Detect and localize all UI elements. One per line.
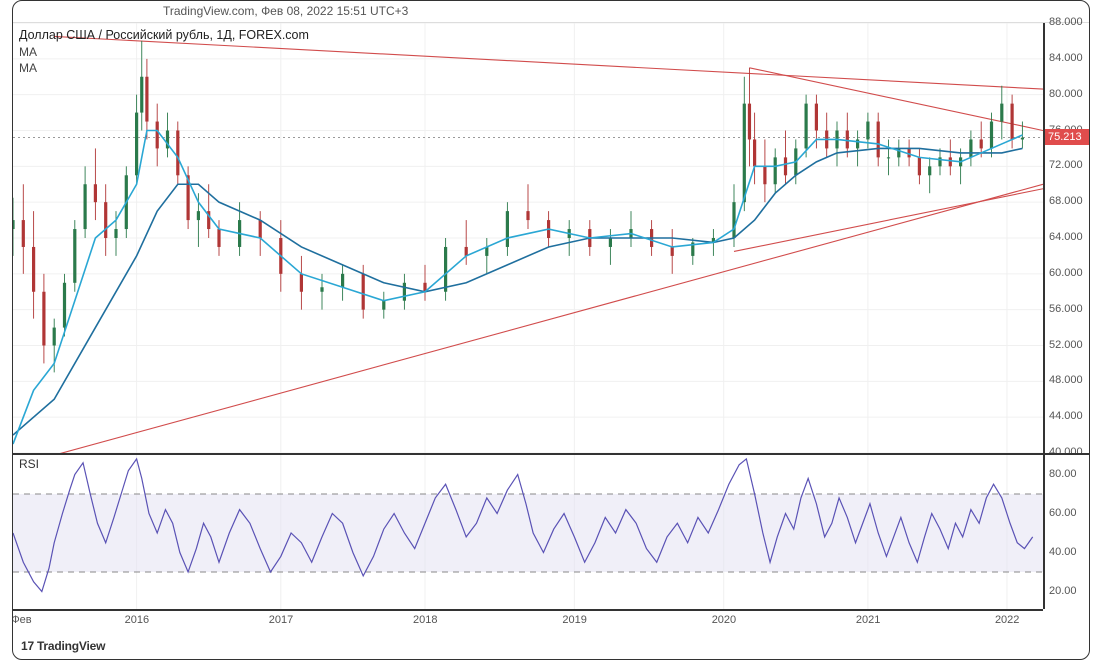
tradingview-logo[interactable]: 17TradingView <box>21 639 105 653</box>
tradingview-text: TradingView <box>37 639 105 653</box>
ma1-label: MA <box>19 44 309 60</box>
rsi-ytick: 20.00 <box>1049 585 1077 597</box>
price-ytick: 80.000 <box>1049 88 1083 100</box>
price-ytick: 48.000 <box>1049 374 1083 386</box>
price-ytick: 56.000 <box>1049 303 1083 315</box>
current-price-tag: 75.213 <box>1045 129 1090 145</box>
overlay-labels: Доллар США / Российский рубль, 1Д, FOREX… <box>19 27 309 76</box>
header-bar: TradingView.com, Фев 08, 2022 15:51 UTC+… <box>13 1 1089 23</box>
price-ytick: 68.000 <box>1049 195 1083 207</box>
chart-container: TradingView.com, Фев 08, 2022 15:51 UTC+… <box>12 0 1090 660</box>
source-label: TradingView.com <box>163 4 254 18</box>
time-axis[interactable]: Фев 2016 2017 2018 2019 2020 2021 2022 <box>13 609 1043 631</box>
price-chart-svg <box>13 23 1043 453</box>
price-pane[interactable] <box>13 23 1043 453</box>
time-axis-label: 2018 <box>413 614 437 626</box>
time-axis-label: 2022 <box>995 614 1019 626</box>
price-ytick: 88.000 <box>1049 16 1083 28</box>
rsi-y-axis[interactable]: 20.00 40.00 60.00 80.00 <box>1043 453 1090 609</box>
rsi-indicator-label: RSI <box>19 457 39 471</box>
rsi-ytick: 60.00 <box>1049 507 1077 519</box>
price-ytick: 44.000 <box>1049 410 1083 422</box>
instrument-title: Доллар США / Российский рубль, 1Д, FOREX… <box>19 27 309 44</box>
rsi-ytick: 80.00 <box>1049 468 1077 480</box>
rsi-pane[interactable] <box>13 453 1043 609</box>
time-axis-label: 2019 <box>562 614 586 626</box>
timestamp-label: Фев 08, 2022 15:51 UTC+3 <box>261 4 408 18</box>
price-ytick: 84.000 <box>1049 52 1083 64</box>
time-axis-label: 2016 <box>125 614 149 626</box>
rsi-chart-svg <box>13 455 1043 611</box>
time-axis-label: 2020 <box>712 614 736 626</box>
time-axis-label: Фев <box>12 614 32 626</box>
price-ytick: 72.000 <box>1049 159 1083 171</box>
price-ytick: 64.000 <box>1049 231 1083 243</box>
time-axis-label: 2021 <box>856 614 880 626</box>
price-y-axis[interactable]: 40.00044.00048.00052.00056.00060.00064.0… <box>1043 23 1090 453</box>
price-ytick: 52.000 <box>1049 339 1083 351</box>
ma2-label: MA <box>19 60 309 76</box>
price-ytick: 60.000 <box>1049 267 1083 279</box>
rsi-ytick: 40.00 <box>1049 546 1077 558</box>
tradingview-icon: 17 <box>21 639 34 653</box>
time-axis-label: 2017 <box>269 614 293 626</box>
